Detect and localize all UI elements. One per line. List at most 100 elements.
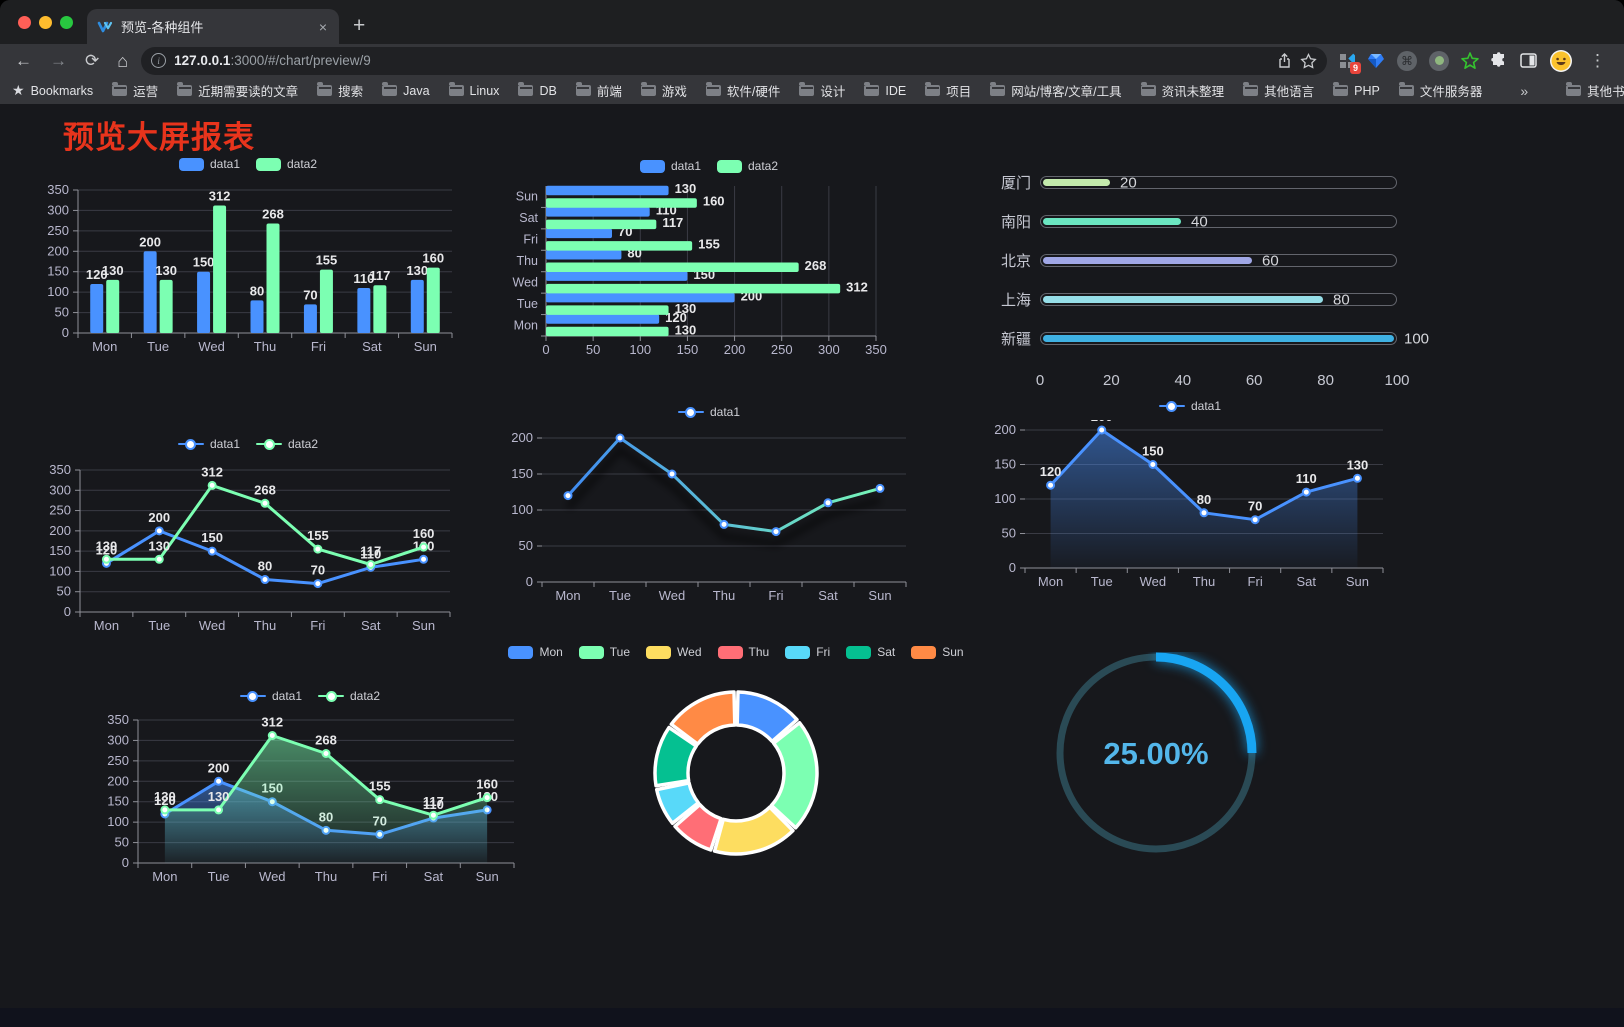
- city-progress-chart[interactable]: 厦门 20 南阳 40 北京 60 上海 80 新疆 100 0 20 40 60 80 100: [985, 159, 1429, 394]
- bookmark-folder[interactable]: DB: [518, 82, 557, 98]
- bookmark-folder[interactable]: 游戏: [640, 81, 687, 100]
- legend-swatch: [911, 645, 937, 659]
- line-plot[interactable]: 0 50 100 150 200 250 300 350 Mon Tue Wed Thu Fri Sat S…: [36, 458, 460, 642]
- legend-item[interactable]: data1: [178, 157, 240, 171]
- progress-row[interactable]: 南阳 40: [985, 202, 1397, 241]
- svg-text:25.00%: 25.00%: [1103, 736, 1208, 771]
- legend-item[interactable]: Wed: [646, 645, 702, 659]
- close-window-button[interactable]: [18, 15, 31, 29]
- green-star-extension-icon[interactable]: [1461, 51, 1479, 70]
- donut-chart[interactable]: Mon Tue Wed Thu Fri Sat Sun: [508, 642, 964, 906]
- bookmark-folder[interactable]: 搜索: [317, 81, 363, 100]
- profile-avatar[interactable]: [1549, 49, 1573, 73]
- tab-close-icon[interactable]: ×: [318, 18, 327, 35]
- bookmark-folder[interactable]: PHP: [1333, 82, 1380, 98]
- legend-item[interactable]: data1: [639, 159, 701, 173]
- bookmarks-overflow-chevron[interactable]: »: [1520, 82, 1529, 99]
- svg-text:130: 130: [148, 538, 170, 553]
- line-plot[interactable]: 0 50 100 150 200 Mon Tue Wed Thu Fri Sat Sun: [498, 426, 920, 614]
- bookmark-folder[interactable]: 项目: [925, 81, 971, 100]
- legend-item[interactable]: data1: [677, 405, 740, 419]
- bookmark-folder[interactable]: 网站/博客/文章/工具: [990, 81, 1122, 100]
- legend-item[interactable]: data2: [318, 689, 380, 703]
- legend-item[interactable]: Mon: [508, 645, 563, 659]
- chart-legend[interactable]: Mon Tue Wed Thu Fri Sat Sun: [508, 642, 964, 662]
- other-bookmarks-folder[interactable]: 其他书签: [1566, 81, 1624, 100]
- svg-text:268: 268: [262, 207, 284, 222]
- multi-line-chart[interactable]: data1 data2 0 50 100 150 200 250 300 350 Mon Tue Wed…: [36, 434, 460, 642]
- legend-item[interactable]: data2: [717, 159, 778, 173]
- legend-item[interactable]: Sat: [846, 645, 895, 659]
- minimize-window-button[interactable]: [39, 15, 52, 29]
- progress-track: 80: [1040, 291, 1397, 308]
- bookmarks-manager-item[interactable]: ★ Bookmarks: [12, 82, 93, 99]
- forward-button[interactable]: →: [50, 51, 67, 70]
- legend-item[interactable]: data2: [256, 157, 317, 171]
- bar-plot[interactable]: 0 50 100 150 200 250 300 350 Mon Tue Wed Thu Fri Sat S…: [36, 178, 460, 361]
- horizontal-bar-chart[interactable]: data1 data2 0 50 100 150 200 250 300 350 Mon Tue Wed…: [498, 156, 920, 364]
- bookmark-folder[interactable]: 软件/硬件: [705, 81, 780, 100]
- gem-extension-icon[interactable]: [1367, 53, 1385, 69]
- browser-tab[interactable]: 预览-各种组件 ×: [87, 9, 339, 44]
- chart-legend[interactable]: data1 data2: [639, 156, 778, 176]
- bookmark-folder[interactable]: 资讯未整理: [1140, 81, 1224, 100]
- area-line-chart[interactable]: data1 0 50 100 150 200 Mon Tue Wed Thu Fri Sat Sun 12…: [985, 396, 1395, 598]
- svg-text:Tue: Tue: [517, 297, 538, 311]
- progress-row[interactable]: 新疆 100: [985, 319, 1429, 358]
- home-button[interactable]: ⌂: [117, 50, 129, 71]
- legend-item[interactable]: Sun: [911, 645, 964, 659]
- legend-item[interactable]: data1: [239, 689, 302, 703]
- bookmark-folder[interactable]: 文件服务器: [1398, 81, 1482, 100]
- bookmark-folder[interactable]: 运营: [112, 81, 158, 100]
- line-area-chart[interactable]: data1 data2 0 50 100 150 200 250 300 350 Mon Tue Wed…: [94, 686, 526, 893]
- chart-legend[interactable]: data1: [1158, 396, 1221, 416]
- line-plot[interactable]: 0 50 100 150 200 250 300 350 Mon Tue Wed Thu Fri Sat S…: [94, 710, 526, 893]
- bookmark-folder[interactable]: Linux: [448, 82, 499, 98]
- svg-text:200: 200: [47, 243, 69, 258]
- legend-label: data1: [271, 689, 302, 703]
- bookmark-folder[interactable]: 设计: [799, 81, 845, 100]
- chart-legend[interactable]: data1: [677, 402, 740, 422]
- side-panel-icon[interactable]: [1520, 53, 1537, 68]
- bookmark-folder[interactable]: Java: [382, 82, 430, 98]
- chart-legend[interactable]: data1 data2: [178, 154, 317, 174]
- bookmark-star-icon[interactable]: [1300, 52, 1317, 69]
- grouped-bar-chart[interactable]: data1 data2 0 50 100 150 200 250 300 350 Mon Tue Wed…: [36, 154, 460, 361]
- donut-plot[interactable]: [540, 666, 932, 906]
- chart-legend[interactable]: data1 data2: [239, 686, 380, 706]
- reload-button[interactable]: ⟳: [85, 51, 100, 70]
- line-plot[interactable]: 050100150200MonTueWedThuFriSatSun1202001…: [985, 420, 1395, 598]
- legend-label: data1: [209, 437, 240, 451]
- back-button[interactable]: ←: [15, 51, 32, 70]
- legend-item[interactable]: data1: [177, 437, 240, 451]
- bookmark-folder[interactable]: 近期需要读的文章: [177, 81, 298, 100]
- progress-label: 南阳: [1000, 214, 1031, 231]
- recorder-extension-icon[interactable]: [1429, 50, 1449, 71]
- svg-text:200: 200: [148, 510, 170, 525]
- address-bar[interactable]: i 127.0.0.1:3000/#/chart/preview/9: [141, 46, 1327, 75]
- gradient-line-chart[interactable]: data1 0 50 100 150 200 Mon Tue Wed Thu Fri Sat Sun: [498, 402, 920, 614]
- site-info-icon[interactable]: i: [151, 53, 167, 68]
- new-tab-button[interactable]: +: [353, 14, 366, 37]
- gauge-plot[interactable]: 25.00%: [1040, 652, 1276, 876]
- bookmark-folder[interactable]: 其他语言: [1243, 81, 1314, 100]
- progress-row[interactable]: 上海 80: [985, 280, 1397, 319]
- zoom-window-button[interactable]: [60, 15, 73, 29]
- legend-item[interactable]: data1: [1158, 399, 1221, 413]
- bookmark-folder[interactable]: 前端: [575, 81, 622, 100]
- legend-item[interactable]: Fri: [785, 645, 830, 659]
- progress-row[interactable]: 厦门 20: [985, 163, 1397, 202]
- command-extension-icon[interactable]: ⌘: [1397, 50, 1417, 71]
- legend-item[interactable]: Tue: [578, 645, 630, 659]
- horizontal-bar-plot[interactable]: 0 50 100 150 200 250 300 350 Mon Tue Wed Thu Fri Sat S…: [498, 180, 920, 364]
- apps-grid-extension-icon[interactable]: 9: [1339, 53, 1361, 74]
- bookmark-folder[interactable]: IDE: [864, 82, 906, 98]
- progress-gauge[interactable]: 25.00%: [1040, 652, 1276, 876]
- share-icon[interactable]: [1277, 52, 1292, 69]
- legend-item[interactable]: Thu: [717, 645, 769, 659]
- kebab-menu-icon[interactable]: ⋮: [1589, 50, 1606, 70]
- progress-row[interactable]: 北京 60: [985, 241, 1397, 280]
- chart-legend[interactable]: data1 data2: [177, 434, 318, 454]
- legend-item[interactable]: data2: [256, 437, 318, 451]
- extensions-puzzle-icon[interactable]: [1491, 52, 1508, 69]
